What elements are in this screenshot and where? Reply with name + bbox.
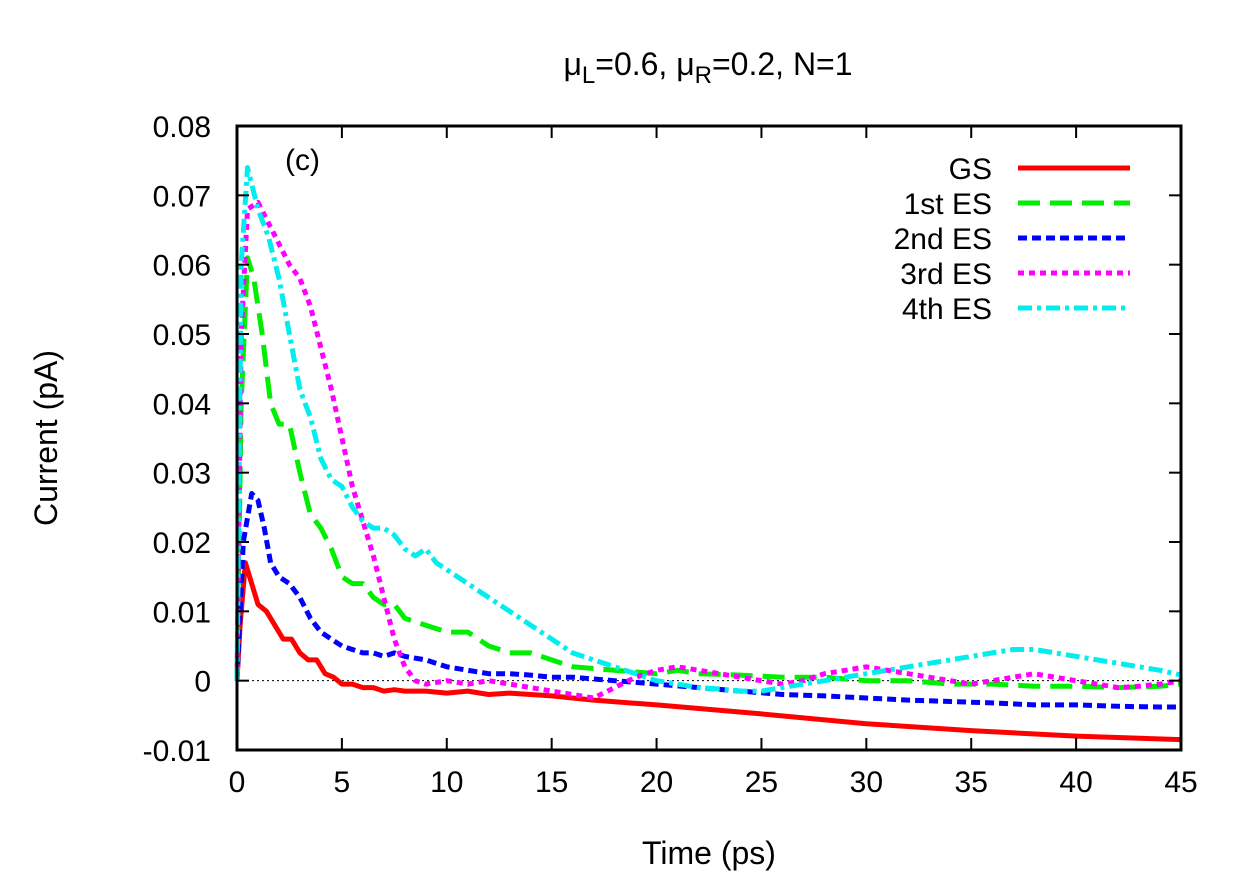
x-tick-label: 5 — [334, 766, 351, 799]
series-line-3rd-es — [234, 199, 1182, 701]
y-axis-label: Current (pA) — [28, 350, 64, 526]
x-tick-label: 20 — [640, 766, 673, 799]
panel-label: (c) — [285, 144, 320, 177]
legend-label-3rd-es: 3rd ES — [900, 258, 992, 291]
legend-label-1st-es: 1st ES — [904, 188, 992, 221]
legend-label-4th-es: 4th ES — [902, 293, 992, 326]
y-tick-label: 0.01 — [153, 596, 211, 629]
series-line-4th-es — [234, 165, 1182, 694]
y-tick-label: 0.05 — [153, 319, 211, 352]
ticks-group — [236, 125, 1182, 751]
x-tick-label: 35 — [955, 766, 988, 799]
x-tick-label: 15 — [535, 766, 568, 799]
y-tick-label: 0.02 — [153, 527, 211, 560]
series-line-2nd-es — [234, 491, 1181, 710]
chart-title: μL=0.6, μR=0.2, N=1 — [563, 46, 852, 89]
series-layer — [234, 165, 1182, 743]
tick-labels-group: 0 5 10 15 20 25 30 35 40 45 -0.01 0 0.01 0.02 0.03 0.04… — [143, 111, 1198, 799]
x-axis-label: Time (ps) — [642, 835, 776, 871]
y-tick-label: 0 — [194, 666, 211, 699]
x-tick-label: 10 — [430, 766, 463, 799]
legend-label-2nd-es: 2nd ES — [894, 223, 992, 256]
y-tick-label: 0.03 — [153, 458, 211, 491]
x-tick-label: 25 — [745, 766, 778, 799]
legend-label-gs: GS — [949, 153, 992, 186]
x-tick-label: 40 — [1059, 766, 1092, 799]
x-tick-label: 30 — [850, 766, 883, 799]
x-tick-label: 45 — [1164, 766, 1197, 799]
y-tick-label: 0.07 — [153, 180, 211, 213]
y-tick-label: 0.08 — [153, 111, 211, 144]
y-tick-label: 0.06 — [153, 250, 211, 283]
series-line-1st-es — [234, 255, 1182, 691]
plot-frame — [235, 124, 1183, 752]
y-tick-label: -0.01 — [143, 735, 211, 768]
x-tick-label: 0 — [229, 766, 246, 799]
y-tick-label: 0.04 — [153, 388, 211, 421]
series-line-gs — [234, 560, 1182, 743]
